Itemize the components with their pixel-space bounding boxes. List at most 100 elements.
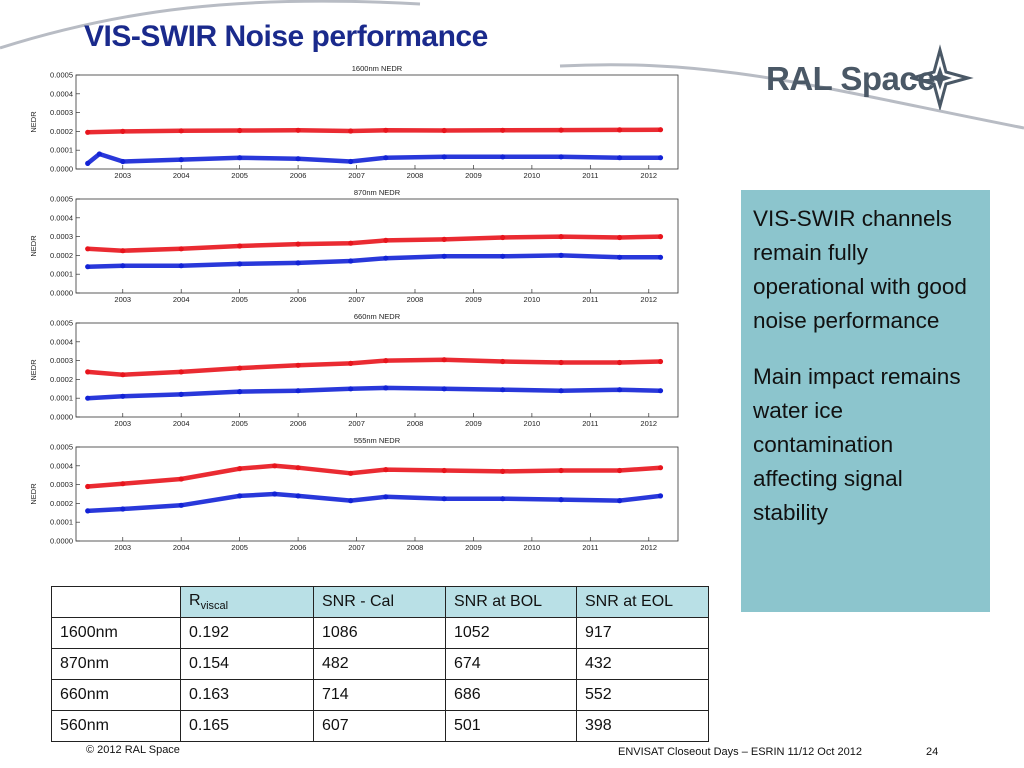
table-cell: 560nm	[51, 710, 181, 742]
summary-callout: VIS-SWIR channels remain fully operation…	[741, 190, 990, 612]
data-point	[178, 369, 184, 375]
x-tick-label: 2011	[582, 295, 598, 304]
data-point	[383, 358, 389, 364]
data-point	[657, 155, 664, 161]
plot-frame	[75, 322, 679, 418]
data-point	[617, 234, 623, 241]
x-tick-label: 2008	[407, 295, 424, 304]
x-tick-label: 2008	[407, 543, 424, 552]
table-cell: 482	[313, 648, 446, 680]
table-row: 660nm 0.163 714 686 552	[51, 679, 709, 711]
y-tick-label: 0.0005	[50, 319, 73, 328]
y-tick-label: 0.0000	[50, 537, 73, 546]
data-point	[500, 358, 506, 365]
data-point	[120, 158, 126, 165]
table-cell: 552	[576, 679, 709, 711]
data-point	[85, 264, 91, 270]
x-tick-label: 2006	[290, 171, 307, 180]
data-point	[178, 391, 184, 397]
table-cell: 1086	[313, 617, 446, 649]
data-point	[383, 155, 389, 161]
data-point	[348, 240, 354, 246]
x-tick-label: 2005	[231, 543, 248, 552]
x-tick-label: 2004	[173, 419, 190, 428]
x-tick-label: 2011	[582, 171, 598, 180]
y-tick-label: 0.0002	[50, 127, 73, 136]
data-point	[657, 234, 664, 240]
x-tick-label: 2004	[173, 295, 190, 304]
data-point	[617, 254, 623, 260]
data-point	[617, 498, 623, 504]
data-point	[657, 465, 664, 471]
data-point	[295, 156, 301, 162]
plot-frame	[75, 74, 679, 170]
y-tick-label: 0.0005	[50, 195, 73, 204]
data-point	[441, 253, 447, 259]
table-cell: 870nm	[51, 648, 181, 680]
data-point	[85, 508, 91, 514]
y-axis-label: NEDR	[30, 359, 38, 381]
x-tick-label: 2005	[231, 171, 248, 180]
x-tick-label: 2006	[290, 295, 307, 304]
y-tick-label: 0.0003	[50, 232, 73, 241]
data-point	[120, 263, 126, 269]
data-point	[617, 155, 623, 161]
nedr-charts: 1600nm NEDR 0.0000 0.0001 0.0002 0.0003 0.000…	[30, 64, 679, 552]
x-tick-label: 2003	[114, 419, 131, 428]
data-point	[85, 395, 91, 401]
x-tick-label: 2010	[524, 419, 541, 428]
callout-paragraph-2: Main impact remains water ice contaminat…	[753, 364, 961, 525]
data-point	[558, 497, 564, 503]
x-tick-label: 2011	[582, 543, 598, 552]
table-row: 870nm 0.154 482 674 432	[51, 648, 709, 680]
data-point	[237, 155, 243, 161]
data-point	[383, 255, 389, 261]
table-cell: 398	[576, 710, 709, 742]
x-tick-label: 2003	[114, 171, 131, 180]
data-point	[558, 359, 564, 366]
data-point	[500, 234, 506, 241]
data-point	[383, 237, 389, 243]
table-cell: 607	[313, 710, 446, 742]
y-tick-label: 0.0002	[50, 499, 73, 508]
y-tick-label: 0.0001	[50, 518, 73, 527]
data-point	[441, 467, 447, 474]
callout-paragraph-1: VIS-SWIR channels remain fully operation…	[753, 206, 967, 333]
data-point	[85, 129, 91, 135]
data-point	[295, 493, 301, 499]
table-cell: 714	[313, 679, 446, 711]
table-cell: 917	[576, 617, 709, 649]
data-point	[272, 491, 278, 497]
x-tick-label: 2007	[348, 171, 365, 180]
y-tick-label: 0.0004	[50, 89, 73, 98]
x-tick-label: 2012	[640, 419, 657, 428]
chart-panel-2: 660nm NEDR 0.0000 0.0001 0.0002 0.0003 0.0004…	[30, 312, 679, 428]
data-point	[295, 465, 301, 471]
table-cell: 660nm	[51, 679, 181, 711]
data-point	[85, 483, 91, 490]
table-cell: 0.154	[180, 648, 314, 680]
data-point	[237, 389, 243, 395]
data-point	[558, 252, 564, 258]
page-number: 24	[926, 746, 939, 758]
data-point	[348, 158, 354, 165]
y-axis-label: NEDR	[30, 235, 38, 257]
x-tick-label: 2005	[231, 295, 248, 304]
data-point	[120, 481, 126, 487]
x-tick-label: 2004	[173, 171, 190, 180]
series-band-1	[85, 253, 663, 269]
data-point	[383, 127, 389, 133]
y-tick-label: 0.0002	[50, 251, 73, 260]
table-cell: 1052	[445, 617, 577, 649]
data-point	[272, 463, 278, 469]
data-point	[500, 387, 506, 393]
table-cell: 674	[445, 648, 577, 680]
data-point	[96, 151, 102, 157]
data-point	[178, 476, 184, 482]
x-tick-label: 2007	[348, 543, 365, 552]
data-point	[85, 369, 91, 375]
x-tick-label: 2003	[114, 543, 131, 552]
data-point	[657, 493, 664, 499]
data-point	[441, 236, 447, 242]
chart-panel-3: 555nm NEDR 0.0000 0.0001 0.0002 0.0003 0.0004…	[30, 436, 679, 552]
